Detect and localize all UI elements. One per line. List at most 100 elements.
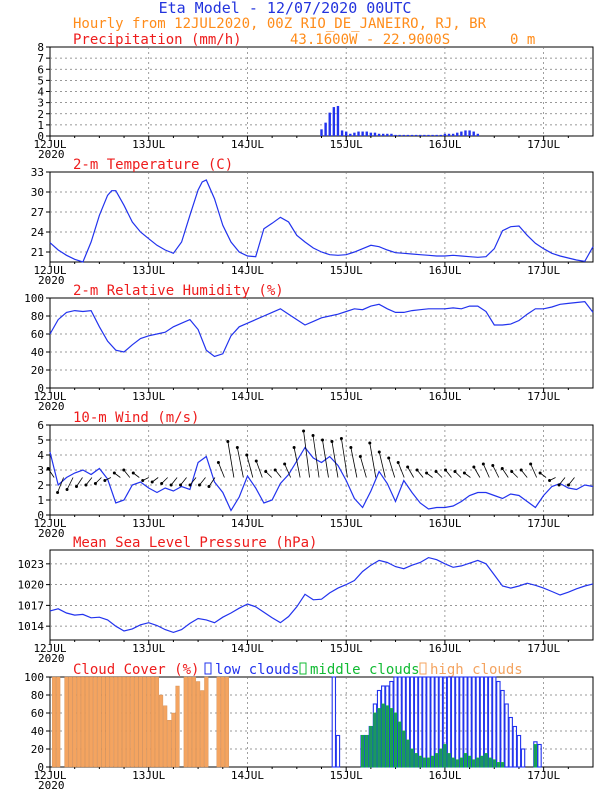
wind-arrow-head [443, 468, 447, 472]
mslp-xtick-label: 15JUL [330, 642, 363, 655]
high-cloud-bar [163, 705, 168, 768]
low-cloud-bar [418, 676, 423, 768]
wind-arrow-head [311, 434, 315, 437]
low-cloud-bar [512, 725, 518, 768]
precip-ytick-label: 4 [37, 86, 44, 99]
wind-arrow [331, 441, 339, 478]
wind-xtick-label: 12JUL [33, 517, 66, 530]
rh-ytick-label: 0 [37, 382, 44, 395]
high-cloud-bar [130, 676, 135, 768]
wind-arrow-head [519, 468, 523, 472]
high-cloud-bar [200, 690, 205, 768]
middle-cloud-bar [463, 753, 468, 768]
wind-title: 10-m Wind (m/s) [73, 410, 199, 426]
temp-xtick-label: 17JUL [527, 264, 560, 277]
wind-arrow-head [434, 470, 438, 473]
precip-bar [373, 132, 377, 136]
low-cloud-bar [450, 676, 456, 768]
wind-arrow [482, 463, 490, 478]
rh-xtick-label: 16JUL [428, 390, 461, 403]
wind-xtick-label: 14JUL [231, 517, 264, 530]
mslp-ytick-label: 1014 [18, 620, 45, 633]
wind-arrow [284, 463, 292, 478]
precip-ytick-label: 0 [37, 130, 44, 143]
wind-arrow-head [302, 429, 306, 433]
low-cloud-bar [430, 676, 435, 768]
legend-label: high clouds [430, 662, 523, 678]
low-cloud-bar [459, 676, 464, 768]
rh-xtick-label: 17JUL [527, 390, 560, 403]
low-cloud-bar [496, 680, 501, 768]
precip-bar [382, 133, 385, 136]
wind-arrow-head [216, 461, 220, 464]
precip-bar [394, 134, 397, 136]
wind-xtick-label: 15JUL [330, 517, 363, 530]
clouds-xtick-label: 16JUL [428, 769, 461, 782]
wind-arrow-head [273, 468, 277, 472]
wind-arrow-head [481, 462, 485, 466]
mslp-year-label: 2020 [38, 652, 65, 665]
wind-arrow [473, 466, 481, 478]
precip-bar [447, 133, 451, 136]
wind-xtick-label: 16JUL [428, 517, 461, 530]
precip-bar [361, 131, 364, 136]
low-cloud-bar [487, 676, 493, 768]
wind-arrow-head [472, 465, 476, 469]
clouds-xtick-label: 13JUL [132, 769, 165, 782]
mslp-title: Mean Sea Level Pressure (hPa) [73, 535, 317, 551]
temp-ytick-label: 27 [31, 206, 44, 219]
clouds-xtick-label: 12JUL [33, 769, 66, 782]
wind-arrow-head [387, 456, 391, 460]
wind-arrow-head [74, 485, 78, 488]
middle-cloud-bar [385, 705, 389, 768]
middle-cloud-bar [410, 748, 414, 768]
high-cloud-bar [154, 676, 160, 768]
middle-cloud-bar [426, 757, 431, 768]
high-cloud-bar [117, 676, 122, 768]
wind-arrow-head [169, 483, 173, 487]
precip-bar [460, 131, 463, 136]
middle-cloud-bar [435, 753, 439, 768]
temp-xtick-label: 16JUL [428, 264, 461, 277]
low-cloud-bar [335, 734, 341, 768]
wind-arrow [501, 468, 509, 478]
wind-arrow-head [538, 471, 542, 475]
wind-arrow [388, 457, 396, 478]
wind-arrow [246, 454, 254, 478]
middle-cloud-bar [365, 735, 369, 768]
precip-bar [398, 134, 401, 136]
legend-label: middle clouds [310, 662, 420, 678]
rh-frame [49, 297, 594, 389]
wind-arrow-head [548, 479, 552, 482]
precip-bar [357, 131, 360, 136]
rh-ytick-label: 80 [31, 310, 44, 323]
middle-cloud-bar [430, 755, 435, 768]
wind-arrow-head [254, 459, 258, 463]
wind-arrow-head [150, 480, 154, 484]
wind-xtick-label: 17JUL [527, 517, 560, 530]
precip-ytick-label: 3 [37, 97, 44, 110]
wind-ytick-label: 4 [37, 449, 44, 462]
rh-xtick-label: 12JUL [33, 390, 66, 403]
high-cloud-bar [142, 676, 147, 768]
middle-cloud-bar [472, 759, 476, 768]
wind-arrow [66, 477, 74, 490]
wind-arrow [123, 469, 131, 478]
high-cloud-bar [204, 676, 209, 768]
wind-arrow [359, 456, 367, 478]
rh-ytick-label: 60 [31, 328, 44, 341]
clouds-panel: 0 20 40 60 80 100 12JUL 13JUL 14JUL 15JUL 16JUL 17J… [24, 662, 594, 792]
middle-cloud-bar [406, 739, 410, 768]
wind-arrow [397, 462, 405, 478]
low-cloud-bar [504, 703, 509, 768]
clouds-ytick-label: 100 [24, 671, 44, 684]
mslp-xtick-label: 14JUL [231, 642, 264, 655]
wind-arrow-head [112, 471, 116, 475]
mslp-ytick-label: 1023 [18, 558, 45, 571]
wind-arrow-head [500, 467, 504, 470]
middle-cloud-bar [459, 757, 463, 768]
wind-arrow [341, 438, 348, 478]
precip-xtick-label: 14JUL [231, 138, 264, 151]
high-cloud-bar [56, 676, 61, 768]
